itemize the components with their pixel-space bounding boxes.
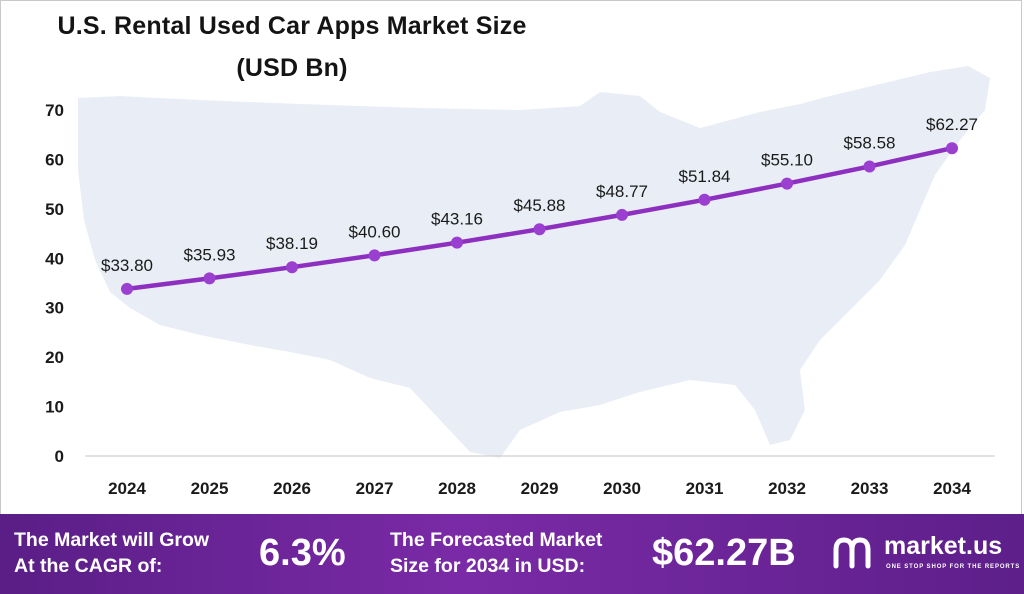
x-tick-label: 2024: [108, 479, 146, 498]
forecast-label-line2: Size for 2034 in USD:: [390, 555, 586, 577]
data-label: $33.80: [101, 256, 153, 275]
market-us-logo-icon: [833, 537, 871, 569]
y-tick-label: 20: [45, 348, 64, 367]
y-tick-label: 70: [45, 101, 64, 120]
data-label: $38.19: [266, 234, 318, 253]
data-label: $45.88: [514, 196, 566, 215]
data-label: $51.84: [679, 167, 731, 186]
data-point: [121, 282, 133, 295]
data-point: [533, 223, 546, 236]
x-tick-label: 2028: [438, 479, 476, 498]
cagr-value: 6.3%: [259, 532, 346, 574]
data-point: [203, 272, 216, 285]
logo-name: market.us: [884, 532, 1003, 560]
cagr-label-line1: The Market will Grow: [14, 529, 210, 551]
data-point: [368, 249, 381, 262]
y-tick-label: 40: [45, 249, 64, 268]
y-tick-label: 10: [45, 398, 64, 417]
forecast-label-line1: The Forecasted Market: [390, 529, 603, 551]
data-label: $35.93: [184, 245, 236, 264]
data-point: [616, 208, 628, 221]
y-tick-label: 50: [45, 200, 64, 219]
x-tick-label: 2026: [273, 479, 311, 498]
us-map-background: [78, 66, 990, 458]
forecast-value: $62.27B: [652, 532, 796, 574]
x-tick-label: 2034: [933, 479, 971, 498]
chart-subtitle: (USD Bn): [236, 54, 348, 82]
cagr-label-line2: At the CAGR of:: [14, 555, 163, 577]
summary-footer: The Market will Grow At the CAGR of: 6.3…: [0, 514, 1024, 594]
x-tick-label: 2033: [851, 479, 889, 498]
data-label: $48.77: [596, 182, 648, 201]
x-tick-label: 2032: [768, 479, 806, 498]
data-label: $43.16: [431, 210, 483, 229]
data-point: [863, 160, 876, 173]
data-label: $40.60: [349, 222, 401, 241]
data-point: [781, 177, 793, 190]
chart-title: U.S. Rental Used Car Apps Market Size: [57, 12, 527, 40]
x-tick-label: 2027: [356, 479, 394, 498]
logo-tagline: ONE STOP SHOP FOR THE REPORTS: [886, 564, 1021, 570]
y-tick-label: 30: [45, 299, 64, 318]
x-tick-label: 2030: [603, 479, 641, 498]
data-point: [946, 142, 958, 155]
data-point: [451, 236, 463, 249]
data-point: [698, 193, 711, 206]
x-tick-label: 2029: [521, 479, 559, 498]
x-tick-label: 2031: [686, 479, 724, 498]
data-point: [286, 261, 298, 274]
data-label: $58.58: [844, 133, 896, 152]
data-label: $55.10: [761, 151, 813, 170]
x-tick-label: 2025: [191, 479, 229, 498]
data-label: $62.27: [926, 115, 978, 134]
y-tick-label: 0: [55, 447, 64, 466]
y-tick-label: 60: [45, 150, 64, 169]
